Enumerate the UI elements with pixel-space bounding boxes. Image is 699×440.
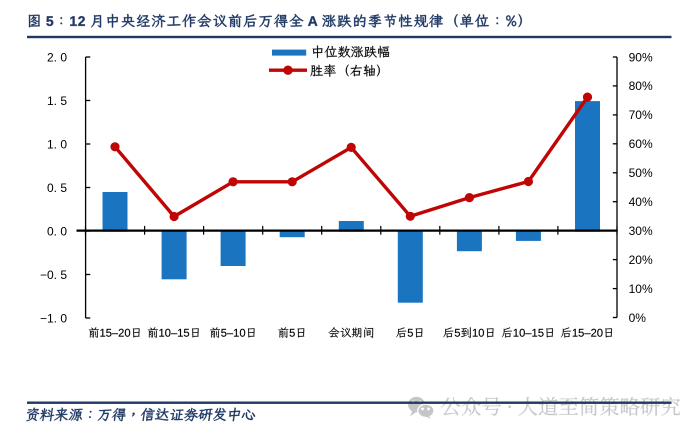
svg-text:−1. 0: −1. 0 [40, 311, 67, 325]
svg-text:−0. 5: −0. 5 [40, 268, 67, 282]
svg-text:1. 5: 1. 5 [47, 94, 67, 108]
svg-text:60%: 60% [629, 137, 653, 151]
svg-text:30%: 30% [629, 224, 653, 238]
svg-text:2. 0: 2. 0 [47, 50, 67, 64]
svg-text:70%: 70% [629, 108, 653, 122]
svg-text:50%: 50% [629, 166, 653, 180]
svg-text:0. 5: 0. 5 [47, 181, 67, 195]
svg-text:10%: 10% [629, 282, 653, 296]
svg-text:90%: 90% [629, 50, 653, 64]
svg-text:40%: 40% [629, 195, 653, 209]
svg-text:80%: 80% [629, 79, 653, 93]
svg-text:1. 0: 1. 0 [47, 137, 67, 151]
svg-text:0%: 0% [629, 311, 647, 325]
svg-text:0. 0: 0. 0 [47, 224, 67, 238]
svg-text:20%: 20% [629, 253, 653, 267]
